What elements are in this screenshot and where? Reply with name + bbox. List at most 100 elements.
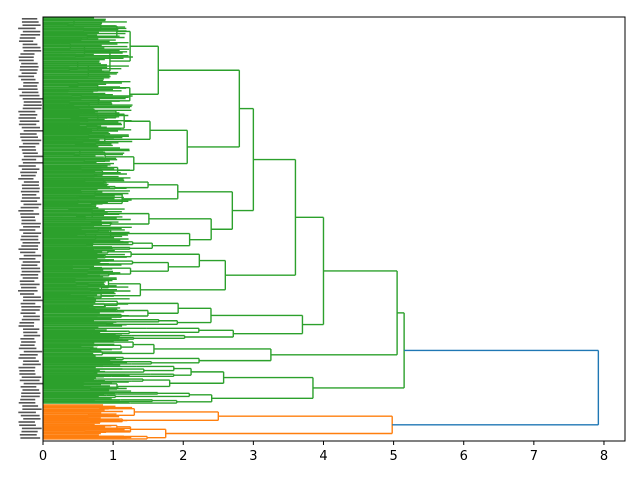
leaf-label-mark bbox=[23, 82, 39, 84]
leaf-label-mark bbox=[22, 46, 41, 49]
leaf-label-mark bbox=[20, 302, 36, 305]
leaf-label-mark bbox=[21, 18, 38, 20]
leaf-label-mark bbox=[18, 110, 36, 113]
leaf-label-mark bbox=[19, 424, 36, 426]
leaf-label-mark bbox=[21, 222, 41, 225]
leaf-label-mark bbox=[22, 261, 41, 263]
leaf-label-mark bbox=[23, 226, 41, 228]
leaf-label-mark bbox=[21, 194, 37, 196]
leaf-label-mark bbox=[21, 318, 40, 321]
x-tick-label: 7 bbox=[530, 449, 538, 464]
leaf-label-mark bbox=[19, 373, 36, 375]
leaf-label-mark bbox=[21, 309, 40, 311]
leaf-label-mark bbox=[20, 386, 37, 388]
leaf-label-mark bbox=[18, 248, 39, 250]
leaf-label-mark bbox=[22, 408, 42, 410]
leaf-label-mark bbox=[23, 101, 42, 103]
leaf-label-mark bbox=[20, 136, 38, 138]
leaf-label-mark bbox=[20, 213, 40, 215]
leaf-label-mark bbox=[19, 280, 35, 282]
leaf-label-mark bbox=[20, 171, 37, 174]
leaf-label-mark bbox=[22, 277, 39, 279]
leaf-label-mark bbox=[18, 411, 36, 414]
leaf-label-mark bbox=[20, 312, 36, 314]
x-tick-label: 8 bbox=[600, 449, 608, 464]
leaf-label-mark bbox=[20, 338, 35, 340]
x-tick-label: 3 bbox=[249, 449, 257, 464]
leaf-label-mark bbox=[22, 107, 42, 110]
leaf-label-mark bbox=[21, 21, 39, 23]
leaf-label-mark bbox=[22, 162, 43, 164]
leaf-label-mark bbox=[23, 155, 44, 158]
leaf-label-mark bbox=[19, 59, 34, 62]
leaf-label-mark bbox=[21, 376, 42, 378]
leaf-label-mark bbox=[23, 50, 42, 52]
leaf-label-mark bbox=[19, 370, 35, 372]
leaf-label-mark bbox=[23, 334, 41, 337]
x-tick-label: 4 bbox=[319, 449, 327, 464]
leaf-label-mark bbox=[21, 139, 42, 142]
leaf-label-mark bbox=[21, 168, 40, 170]
leaf-label-mark bbox=[20, 344, 35, 346]
leaf-label-mark bbox=[21, 245, 39, 247]
leaf-label-mark bbox=[22, 152, 38, 154]
leaf-label-mark bbox=[19, 37, 36, 39]
leaf-label-mark bbox=[20, 283, 40, 286]
plot-frame bbox=[42, 16, 626, 442]
leaf-label-mark bbox=[21, 78, 36, 81]
leaf-label-mark bbox=[20, 206, 39, 209]
leaf-label-mark bbox=[19, 94, 40, 97]
leaf-label-mark bbox=[19, 229, 36, 231]
leaf-label-mark bbox=[22, 363, 41, 366]
leaf-label-mark bbox=[21, 341, 36, 343]
leaf-label-mark bbox=[18, 366, 36, 369]
leaf-label-mark bbox=[23, 331, 38, 334]
leaf-label-mark bbox=[21, 235, 39, 238]
leaf-label-mark bbox=[20, 398, 36, 401]
leaf-label-mark bbox=[18, 402, 36, 404]
leaf-label-mark bbox=[21, 267, 41, 270]
leaf-label-mark bbox=[22, 30, 41, 33]
leaf-label-mark bbox=[22, 142, 40, 145]
leaf-label-mark bbox=[23, 360, 39, 362]
leaf-label-mark bbox=[19, 69, 38, 71]
leaf-label-mark bbox=[21, 72, 37, 74]
leaf-label-mark bbox=[20, 34, 41, 36]
leaf-label-mark bbox=[18, 165, 36, 167]
leaf-label-mark bbox=[23, 350, 43, 353]
leaf-label-mark bbox=[20, 53, 35, 55]
leaf-label-mark bbox=[22, 24, 41, 26]
leaf-label-mark bbox=[18, 88, 38, 90]
leaf-label-mark bbox=[19, 354, 38, 356]
leaf-label-mark bbox=[18, 40, 34, 42]
leaf-label-mark bbox=[22, 299, 43, 302]
leaf-label-mark bbox=[18, 210, 34, 212]
leaf-label-mark bbox=[21, 174, 36, 177]
leaf-label-mark bbox=[23, 203, 42, 206]
leaf-label-mark bbox=[23, 254, 42, 257]
leaf-label-mark bbox=[22, 242, 41, 244]
leaf-label-mark bbox=[20, 190, 40, 193]
x-axis-ticks: 0 1 2 3 4 5 6 7 8 bbox=[39, 441, 608, 464]
leaf-label-mark bbox=[23, 382, 44, 385]
leaf-label-mark bbox=[18, 347, 37, 350]
leaf-label-mark bbox=[20, 414, 40, 417]
leaf-label-mark bbox=[18, 75, 35, 78]
leaf-label-mark bbox=[19, 379, 40, 382]
leaf-labels bbox=[18, 18, 44, 439]
leaf-label-mark bbox=[21, 270, 41, 273]
leaf-label-mark bbox=[21, 158, 37, 161]
leaf-label-mark bbox=[21, 286, 37, 289]
leaf-label-mark bbox=[23, 328, 40, 330]
leaf-label-mark bbox=[19, 133, 37, 135]
leaf-label-mark bbox=[18, 325, 34, 327]
leaf-label-mark bbox=[19, 322, 35, 324]
leaf-label-mark bbox=[22, 43, 38, 46]
leaf-label-mark bbox=[18, 290, 38, 292]
leaf-label-mark bbox=[20, 437, 41, 439]
leaf-label-mark bbox=[19, 146, 36, 148]
x-tick-label: 2 bbox=[179, 449, 187, 464]
leaf-label-mark bbox=[18, 27, 36, 30]
leaf-label-mark bbox=[21, 427, 42, 430]
leaf-label-mark bbox=[20, 274, 39, 276]
